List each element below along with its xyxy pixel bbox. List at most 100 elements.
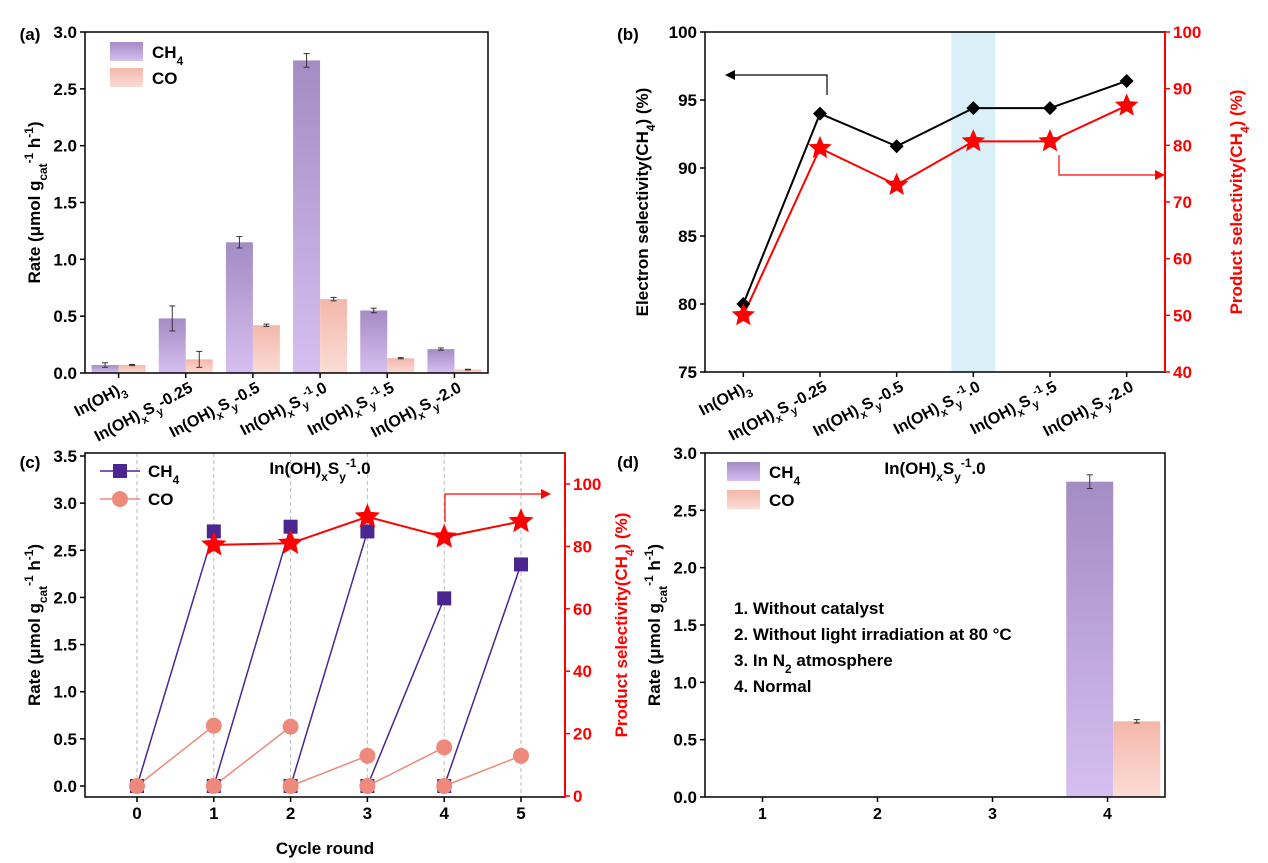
y-tick-label: 3.0 — [53, 494, 77, 513]
electron-selectivity-point — [966, 101, 981, 116]
ch4-cycle-line — [289, 531, 369, 787]
x-tick-label: 4 — [439, 804, 449, 823]
y-tick-label: 80 — [678, 295, 697, 314]
plot-frame-d — [704, 452, 1166, 798]
y-tick-label: 2.0 — [53, 137, 77, 156]
product-selectivity-point — [961, 129, 986, 152]
co-point — [129, 778, 145, 794]
product-selectivity-point — [1114, 93, 1139, 116]
legend-swatch-ch4 — [727, 462, 760, 481]
y-tick-label: 2.0 — [53, 588, 77, 607]
co-bar — [387, 358, 415, 373]
ch4-bar — [427, 349, 455, 373]
axis-label: Product selectivity(CH4) (%) — [612, 513, 637, 738]
ch4-cycle-line — [443, 564, 522, 787]
selectivity-point — [354, 503, 381, 528]
product-selectivity-point — [731, 303, 756, 326]
arrow-head — [1155, 170, 1165, 180]
y-tick-label: 3.5 — [53, 447, 77, 466]
plot-frame-b — [704, 31, 1166, 373]
y-tick-label: 40 — [1173, 363, 1192, 382]
ch4-bar — [225, 242, 253, 373]
x-tick-label: 1 — [209, 804, 218, 823]
legend-label-co: CO — [148, 490, 174, 509]
axis-label: Rate (μmol gcat-1 h-1) — [22, 544, 50, 706]
co-point — [359, 747, 376, 764]
y-tick-label: 0.0 — [53, 364, 77, 383]
x-tick-label: In(OH)3 — [697, 379, 756, 424]
electron-selectivity-point — [1043, 101, 1057, 116]
y-tick-label: 60 — [1173, 250, 1192, 269]
co-cycle-line — [136, 725, 215, 787]
condition-note: 3. In N2 atmosphere — [734, 651, 893, 676]
y-tick-label: 80 — [1173, 136, 1192, 155]
legend-swatch-co — [110, 68, 143, 87]
x-tick-label: 2 — [286, 804, 295, 823]
co-point — [513, 747, 529, 764]
axis-label: Rate (μmol gcat-1 h-1) — [642, 544, 670, 706]
y-tick-label: 1.5 — [673, 616, 697, 635]
y-tick-label: 2.5 — [53, 541, 77, 560]
y-tick-label: 1.5 — [53, 194, 77, 213]
product-selectivity-point — [808, 135, 832, 159]
y-tick-label: 0.0 — [673, 788, 697, 807]
x-tick-label: 3 — [363, 804, 372, 823]
y-tick-label: 1.0 — [673, 673, 697, 692]
chart-title: In(OH)xSy-1.0 — [884, 456, 985, 484]
x-tick-label: In(OH)xSy-1.5 — [967, 377, 1063, 443]
co-bar — [252, 325, 280, 373]
x-tick-label: 4 — [1103, 806, 1112, 823]
co-point — [436, 778, 453, 794]
co-bar — [118, 365, 146, 373]
y2-tick-label: 0 — [573, 787, 582, 806]
selectivity-point — [508, 508, 534, 533]
right-axis-arrow — [1058, 155, 1160, 176]
ch4-point — [283, 519, 298, 534]
electron-selectivity-point — [889, 139, 904, 154]
y-tick-label: 75 — [678, 363, 697, 382]
x-axis-label: Cycle round — [276, 839, 374, 858]
legend-label-co: CO — [769, 491, 795, 510]
y-tick-label: 0.5 — [673, 731, 697, 750]
selectivity-point — [277, 529, 304, 555]
ch4-point — [437, 591, 452, 606]
product-selectivity-line — [742, 104, 1128, 316]
axis-label: Product selectivity(CH4) (%) — [1227, 90, 1252, 315]
legend-marker-co — [112, 491, 128, 507]
panel-label-a: (a) — [20, 25, 41, 44]
y2-tick-label: 20 — [573, 725, 592, 744]
co-point — [436, 739, 453, 756]
plot-frame-a — [84, 31, 489, 374]
legend-label-ch4: CH4 — [152, 43, 184, 68]
electron-selectivity-line — [742, 80, 1128, 305]
y2-tick-label: 100 — [573, 475, 601, 494]
x-tick-label: In(OH)xSy-1.0 — [890, 377, 986, 443]
x-tick-label: 1 — [758, 806, 767, 823]
y-tick-label: 2.5 — [53, 80, 77, 99]
y-tick-label: 100 — [669, 23, 697, 42]
y2-tick-label: 60 — [573, 600, 592, 619]
ch4-bar — [293, 60, 321, 374]
co-cycle-line — [443, 755, 522, 787]
legend-label-co: CO — [152, 69, 178, 88]
legend-swatch-co — [727, 490, 760, 509]
co-point — [282, 778, 299, 794]
ch4-point — [514, 557, 528, 572]
panel-label-c: (c) — [20, 453, 41, 472]
co-point — [205, 717, 222, 734]
y-tick-label: 1.0 — [53, 250, 77, 269]
co-cycle-line — [367, 746, 445, 787]
ch4-bar — [91, 365, 119, 373]
y2-tick-label: 40 — [573, 662, 592, 681]
y-tick-label: 1.0 — [53, 683, 77, 702]
condition-note: 2. Without light irradiation at 80 °C — [734, 625, 1012, 644]
co-cycle-line — [290, 755, 368, 787]
panel-label-d: (d) — [617, 453, 639, 472]
ch4-cycle-line — [366, 598, 445, 787]
product-selectivity-point — [1038, 129, 1062, 152]
y-tick-label: 0.0 — [53, 777, 77, 796]
legend-swatch-ch4 — [110, 42, 143, 61]
electron-selectivity-point — [1119, 73, 1134, 88]
y-tick-label: 50 — [1173, 306, 1192, 325]
